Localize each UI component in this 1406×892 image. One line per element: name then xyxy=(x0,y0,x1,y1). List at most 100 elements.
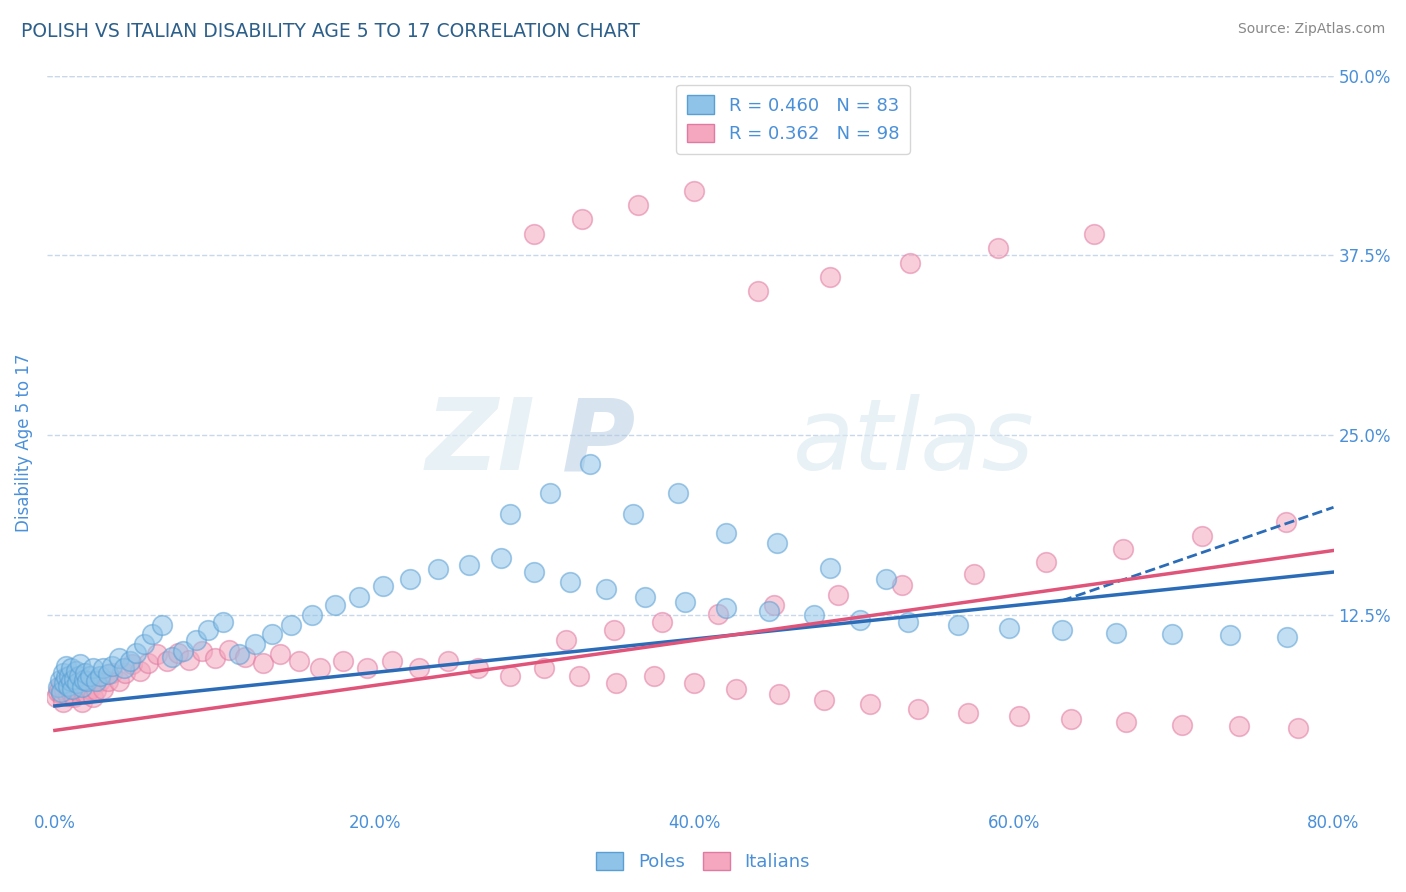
Point xyxy=(467,661,489,675)
Point xyxy=(747,285,769,299)
Point xyxy=(875,572,897,586)
Point xyxy=(56,679,79,693)
Point xyxy=(179,653,201,667)
Point xyxy=(128,665,150,679)
Point xyxy=(457,558,479,572)
Point xyxy=(204,651,226,665)
Point xyxy=(59,661,82,675)
Point xyxy=(533,661,555,675)
Point xyxy=(898,255,921,269)
Point xyxy=(70,695,93,709)
Point xyxy=(56,689,79,703)
Point xyxy=(69,677,91,691)
Point xyxy=(97,674,120,689)
Point xyxy=(623,508,645,522)
Point xyxy=(1362,500,1385,515)
Point xyxy=(381,654,404,668)
Point xyxy=(58,681,80,696)
Point xyxy=(160,650,183,665)
Point xyxy=(818,560,841,574)
Point xyxy=(55,676,77,690)
Point xyxy=(827,588,849,602)
Point xyxy=(643,668,665,682)
Point xyxy=(1115,714,1137,729)
Point xyxy=(108,651,131,665)
Text: atlas: atlas xyxy=(793,394,1035,491)
Point xyxy=(538,486,561,500)
Point xyxy=(121,657,143,672)
Point xyxy=(72,686,94,700)
Point xyxy=(766,536,789,550)
Text: POLISH VS ITALIAN DISABILITY AGE 5 TO 17 CORRELATION CHART: POLISH VS ITALIAN DISABILITY AGE 5 TO 17… xyxy=(21,22,640,41)
Point xyxy=(51,684,73,698)
Point xyxy=(269,647,291,661)
Point xyxy=(79,668,101,682)
Point xyxy=(555,632,578,647)
Point xyxy=(86,683,108,698)
Point xyxy=(172,644,194,658)
Point xyxy=(499,668,522,682)
Point xyxy=(114,665,136,680)
Point xyxy=(91,661,114,675)
Point xyxy=(136,656,159,670)
Point xyxy=(82,690,104,705)
Point xyxy=(45,690,67,705)
Point xyxy=(683,184,706,198)
Point xyxy=(499,508,522,522)
Point xyxy=(1060,712,1083,726)
Point xyxy=(605,676,627,690)
Point xyxy=(489,550,512,565)
Point xyxy=(52,695,75,709)
Point xyxy=(150,618,173,632)
Point xyxy=(101,658,124,673)
Point xyxy=(651,615,673,630)
Point xyxy=(998,621,1021,635)
Point xyxy=(67,668,90,682)
Point xyxy=(673,595,696,609)
Point xyxy=(59,686,82,700)
Point xyxy=(1050,623,1073,637)
Point xyxy=(803,608,825,623)
Legend: R = 0.460   N = 83, R = 0.362   N = 98: R = 0.460 N = 83, R = 0.362 N = 98 xyxy=(676,85,910,154)
Point xyxy=(76,687,98,701)
Point xyxy=(62,681,84,696)
Point xyxy=(252,656,274,670)
Point xyxy=(58,668,80,682)
Point xyxy=(1105,625,1128,640)
Point xyxy=(66,676,89,690)
Point xyxy=(197,623,219,637)
Point xyxy=(118,654,141,668)
Point xyxy=(72,673,94,687)
Point xyxy=(987,241,1010,255)
Point xyxy=(1336,632,1358,646)
Point xyxy=(1348,722,1371,736)
Point xyxy=(849,613,872,627)
Point xyxy=(523,227,546,241)
Point xyxy=(75,665,97,680)
Point xyxy=(280,618,302,632)
Point xyxy=(323,598,346,612)
Point xyxy=(91,681,114,696)
Point xyxy=(758,604,780,618)
Point xyxy=(714,526,737,541)
Point xyxy=(146,647,169,661)
Y-axis label: Disability Age 5 to 17: Disability Age 5 to 17 xyxy=(15,353,32,532)
Point xyxy=(167,646,190,660)
Point xyxy=(579,457,602,471)
Point xyxy=(1035,555,1057,569)
Text: ZI: ZI xyxy=(426,394,536,491)
Text: P: P xyxy=(561,394,634,491)
Point xyxy=(1395,632,1406,647)
Point xyxy=(1219,628,1241,642)
Point xyxy=(633,590,655,604)
Point xyxy=(69,657,91,672)
Point xyxy=(1083,227,1105,241)
Legend: Poles, Italians: Poles, Italians xyxy=(589,845,817,879)
Point xyxy=(134,637,156,651)
Point xyxy=(48,680,70,694)
Point xyxy=(112,661,135,675)
Point xyxy=(427,562,450,576)
Point xyxy=(48,673,70,687)
Point xyxy=(51,687,73,701)
Point xyxy=(356,661,378,675)
